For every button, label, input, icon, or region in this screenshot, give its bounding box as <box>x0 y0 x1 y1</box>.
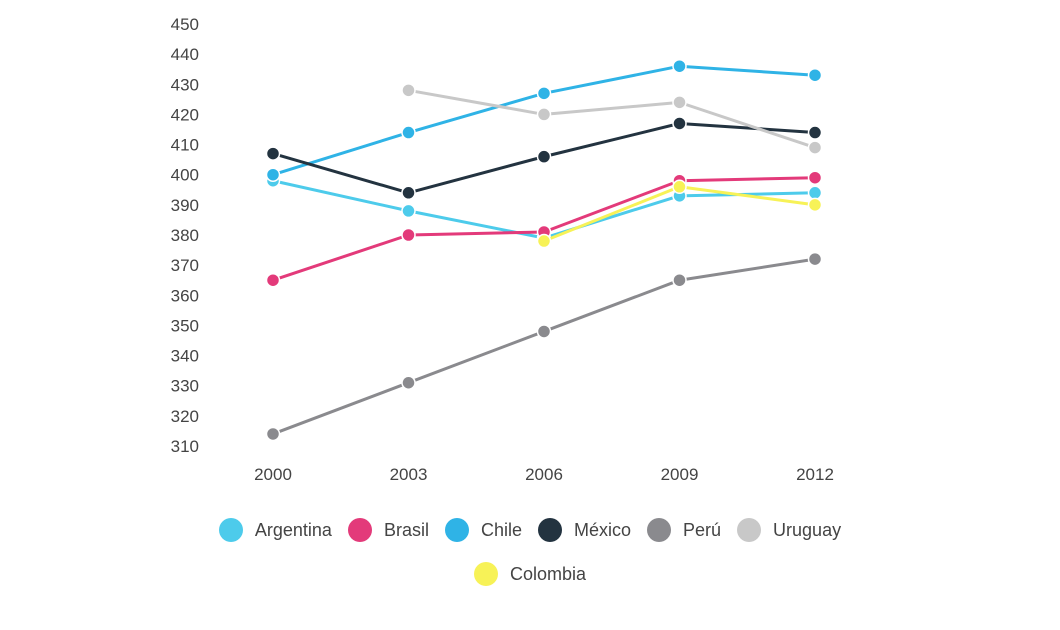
line-chart: 310 320 330 340 350 360 370 380 390 400 410 420 430 4… <box>171 15 834 484</box>
x-tick-label-2006: 2006 <box>525 465 563 484</box>
legend-label-colombia: Colombia <box>509 563 587 584</box>
data-point-mexico-2012[interactable] <box>807 125 823 140</box>
legend-label-argentina: Argentina <box>254 519 332 540</box>
legend-swatch-argentina <box>218 518 243 542</box>
x-tick-label-2003: 2003 <box>390 465 428 484</box>
data-point-brasil-2012[interactable] <box>807 170 823 185</box>
legend-item-uruguay[interactable]: Uruguay <box>737 518 841 542</box>
y-tick-label-430: 430 <box>171 75 199 94</box>
data-point-chile-2012[interactable] <box>807 67 823 83</box>
data-point-uruguay-2009[interactable] <box>672 95 687 110</box>
x-axis: 2000 2003 2006 2009 2012 <box>254 465 834 484</box>
legend-row-1: Argentina Brasil Chile México Perú Urugu… <box>0 508 1060 552</box>
data-point-uruguay-2012[interactable] <box>807 140 823 155</box>
y-tick-label-410: 410 <box>171 136 199 155</box>
legend-swatch-mexico <box>538 518 562 542</box>
data-point-colombia-2006[interactable] <box>536 233 552 249</box>
data-point-peru-2009[interactable] <box>672 272 687 288</box>
series-chile <box>265 58 823 182</box>
data-point-chile-2003[interactable] <box>401 125 416 140</box>
legend-swatch-chile <box>444 518 469 542</box>
data-point-chile-2000[interactable] <box>265 167 281 182</box>
y-tick-label-330: 330 <box>171 377 199 396</box>
y-tick-label-380: 380 <box>171 226 199 245</box>
series-uruguay <box>401 83 823 155</box>
legend-item-argentina[interactable]: Argentina <box>218 518 332 542</box>
y-axis: 310 320 330 340 350 360 370 380 390 400 410 420 430 4… <box>171 15 199 456</box>
data-point-uruguay-2006[interactable] <box>536 107 552 122</box>
legend-label-mexico: México <box>574 519 632 540</box>
data-point-peru-2006[interactable] <box>536 324 552 339</box>
data-point-mexico-2003[interactable] <box>401 185 416 201</box>
series-line-uruguay <box>407 88 817 150</box>
data-point-colombia-2012[interactable] <box>807 197 823 213</box>
y-tick-label-420: 420 <box>171 105 199 124</box>
series-colombia <box>536 179 823 249</box>
y-tick-label-450: 450 <box>171 15 199 34</box>
data-point-mexico-2006[interactable] <box>536 149 552 164</box>
y-tick-label-370: 370 <box>171 256 199 275</box>
series-mexico <box>265 116 823 201</box>
data-point-peru-2003[interactable] <box>401 375 416 390</box>
data-point-peru-2000[interactable] <box>265 426 281 442</box>
legend-label-uruguay: Uruguay <box>773 519 842 540</box>
data-point-mexico-2009[interactable] <box>672 116 687 131</box>
legend-item-peru[interactable]: Perú <box>647 518 721 542</box>
legend-item-brasil[interactable]: Brasil <box>347 518 429 542</box>
legend: Argentina Brasil Chile México Perú Urugu… <box>0 508 1060 596</box>
series-peru <box>265 251 823 442</box>
y-tick-label-310: 310 <box>171 437 199 456</box>
series-line-peru <box>271 257 817 436</box>
legend-label-brasil: Brasil <box>383 519 429 540</box>
legend-item-chile[interactable]: Chile <box>444 518 522 542</box>
x-tick-label-2009: 2009 <box>661 465 699 484</box>
legend-row-2: Colombia <box>0 552 1060 596</box>
data-point-mexico-2000[interactable] <box>265 146 281 161</box>
data-point-peru-2012[interactable] <box>807 251 823 267</box>
y-tick-label-320: 320 <box>171 407 199 426</box>
legend-swatch-uruguay <box>737 518 762 542</box>
data-point-chile-2006[interactable] <box>536 86 552 101</box>
y-tick-label-400: 400 <box>171 166 199 185</box>
x-tick-label-2012: 2012 <box>796 465 834 484</box>
series-brasil <box>265 170 823 288</box>
legend-swatch-peru <box>647 518 672 542</box>
legend-swatch-brasil <box>347 518 372 542</box>
y-tick-label-340: 340 <box>171 347 199 366</box>
legend-label-peru: Perú <box>683 519 722 540</box>
series-layer <box>265 58 823 442</box>
data-point-colombia-2009[interactable] <box>672 179 687 195</box>
legend-item-mexico[interactable]: México <box>538 518 631 542</box>
y-tick-label-350: 350 <box>171 316 199 335</box>
data-point-chile-2009[interactable] <box>672 58 687 74</box>
data-point-brasil-2000[interactable] <box>265 272 281 288</box>
y-tick-label-390: 390 <box>171 196 199 215</box>
legend-label-chile: Chile <box>480 519 522 540</box>
data-point-uruguay-2003[interactable] <box>401 83 416 98</box>
x-tick-label-2000: 2000 <box>254 465 292 484</box>
y-tick-label-360: 360 <box>171 286 199 305</box>
legend-swatch-colombia <box>473 562 498 586</box>
y-tick-label-440: 440 <box>171 45 199 64</box>
data-point-brasil-2003[interactable] <box>401 227 416 243</box>
data-point-argentina-2012[interactable] <box>807 185 823 201</box>
legend-item-colombia[interactable]: Colombia <box>473 562 587 586</box>
data-point-argentina-2003[interactable] <box>401 203 416 219</box>
